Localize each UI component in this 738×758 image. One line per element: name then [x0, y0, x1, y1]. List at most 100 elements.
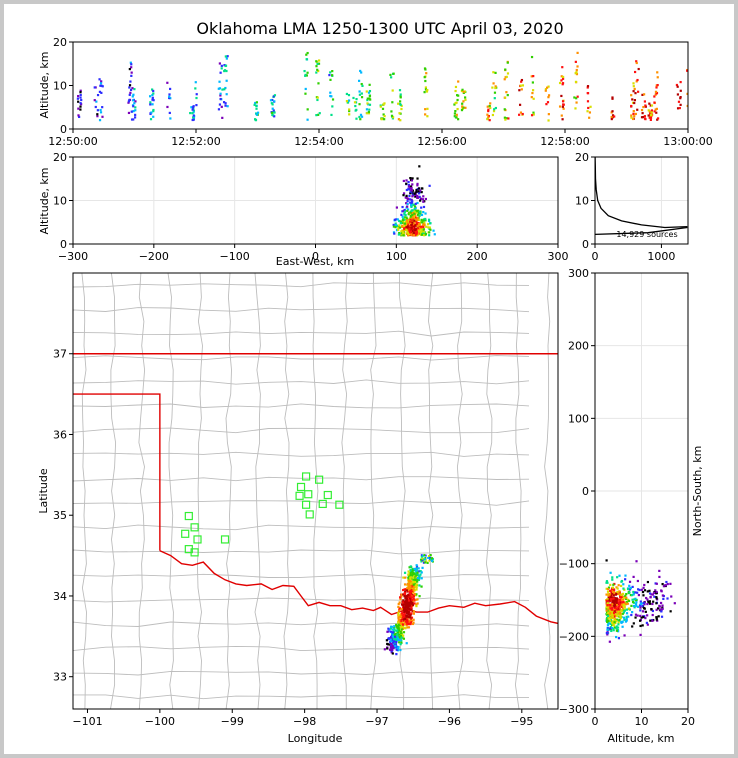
source-point	[407, 223, 410, 226]
source-point	[408, 608, 411, 611]
source-point	[413, 229, 417, 232]
source-point	[348, 113, 351, 116]
source-point	[420, 213, 424, 217]
source-point	[607, 606, 610, 609]
source-point	[411, 598, 414, 602]
source-point	[423, 221, 426, 224]
source-point	[409, 230, 412, 233]
source-point	[397, 620, 400, 623]
source-point	[639, 602, 642, 606]
source-point	[429, 228, 432, 231]
source-point	[99, 108, 102, 112]
source-point	[420, 555, 423, 558]
source-point	[424, 79, 427, 83]
source-point	[224, 86, 227, 90]
source-point	[396, 631, 399, 634]
source-point	[518, 113, 521, 116]
source-point	[390, 114, 394, 117]
source-point	[410, 223, 413, 227]
source-point	[391, 89, 394, 92]
source-point	[636, 579, 639, 583]
source-point	[487, 108, 490, 111]
source-point	[426, 562, 429, 565]
source-point	[646, 623, 649, 626]
source-point	[652, 591, 656, 595]
source-point	[507, 117, 510, 120]
source-point	[610, 614, 613, 617]
source-point	[627, 615, 630, 618]
source-point	[679, 89, 682, 92]
county-boundary	[543, 273, 551, 709]
source-point	[404, 595, 408, 598]
source-point	[615, 635, 618, 639]
lat-ytick-label: 35	[53, 509, 67, 522]
source-point	[127, 101, 130, 104]
source-point	[400, 233, 403, 236]
source-point	[406, 618, 409, 621]
source-point	[558, 81, 562, 85]
source-point	[649, 112, 652, 115]
source-point	[618, 592, 622, 596]
source-point	[616, 576, 619, 579]
panhandle-border	[73, 393, 161, 551]
source-point	[689, 74, 691, 76]
source-point	[620, 605, 624, 608]
source-point	[398, 636, 401, 639]
source-point	[398, 231, 401, 235]
source-point	[464, 106, 467, 109]
source-point	[618, 608, 621, 611]
source-point	[649, 596, 652, 599]
source-point	[519, 84, 522, 87]
lma-station-marker	[301, 472, 311, 481]
source-point	[78, 115, 81, 119]
county-boundary	[312, 273, 319, 709]
source-point	[628, 584, 631, 587]
source-point	[651, 619, 654, 622]
source-point	[427, 555, 430, 558]
source-point	[487, 116, 490, 119]
lat-ytick-label: 36	[53, 428, 67, 441]
source-point	[403, 212, 406, 215]
source-point	[547, 113, 550, 116]
source-point	[679, 80, 682, 84]
source-point	[399, 621, 402, 624]
source-point	[192, 114, 195, 117]
source-point	[633, 99, 637, 102]
source-point	[192, 118, 195, 121]
ns-ytick-label: 0	[582, 485, 589, 498]
source-point	[133, 102, 136, 105]
source-point	[404, 607, 407, 610]
source-point	[399, 622, 403, 626]
source-point	[418, 195, 421, 199]
source-point	[413, 192, 416, 195]
source-point	[412, 578, 415, 581]
source-point	[391, 644, 394, 647]
source-point	[151, 93, 154, 97]
source-point	[365, 108, 369, 111]
lma-station-marker	[323, 490, 332, 500]
source-point	[409, 578, 412, 581]
source-point	[545, 103, 548, 106]
source-point	[416, 573, 419, 576]
source-point	[409, 192, 412, 195]
source-point	[638, 619, 642, 622]
source-point	[561, 100, 565, 103]
source-point	[546, 86, 549, 89]
source-point	[225, 69, 228, 73]
source-point	[616, 610, 619, 613]
source-point	[623, 634, 626, 637]
source-point	[400, 612, 404, 615]
source-point	[382, 113, 385, 116]
lma-station-marker	[315, 475, 324, 484]
source-point	[532, 111, 535, 114]
source-point	[650, 104, 654, 107]
source-point	[606, 620, 609, 623]
source-point	[606, 624, 610, 627]
source-point	[648, 589, 651, 592]
source-point	[168, 111, 171, 115]
source-point	[427, 218, 431, 221]
source-point	[416, 182, 419, 186]
source-point	[619, 596, 623, 599]
source-point	[641, 604, 644, 608]
source-point	[409, 577, 412, 580]
